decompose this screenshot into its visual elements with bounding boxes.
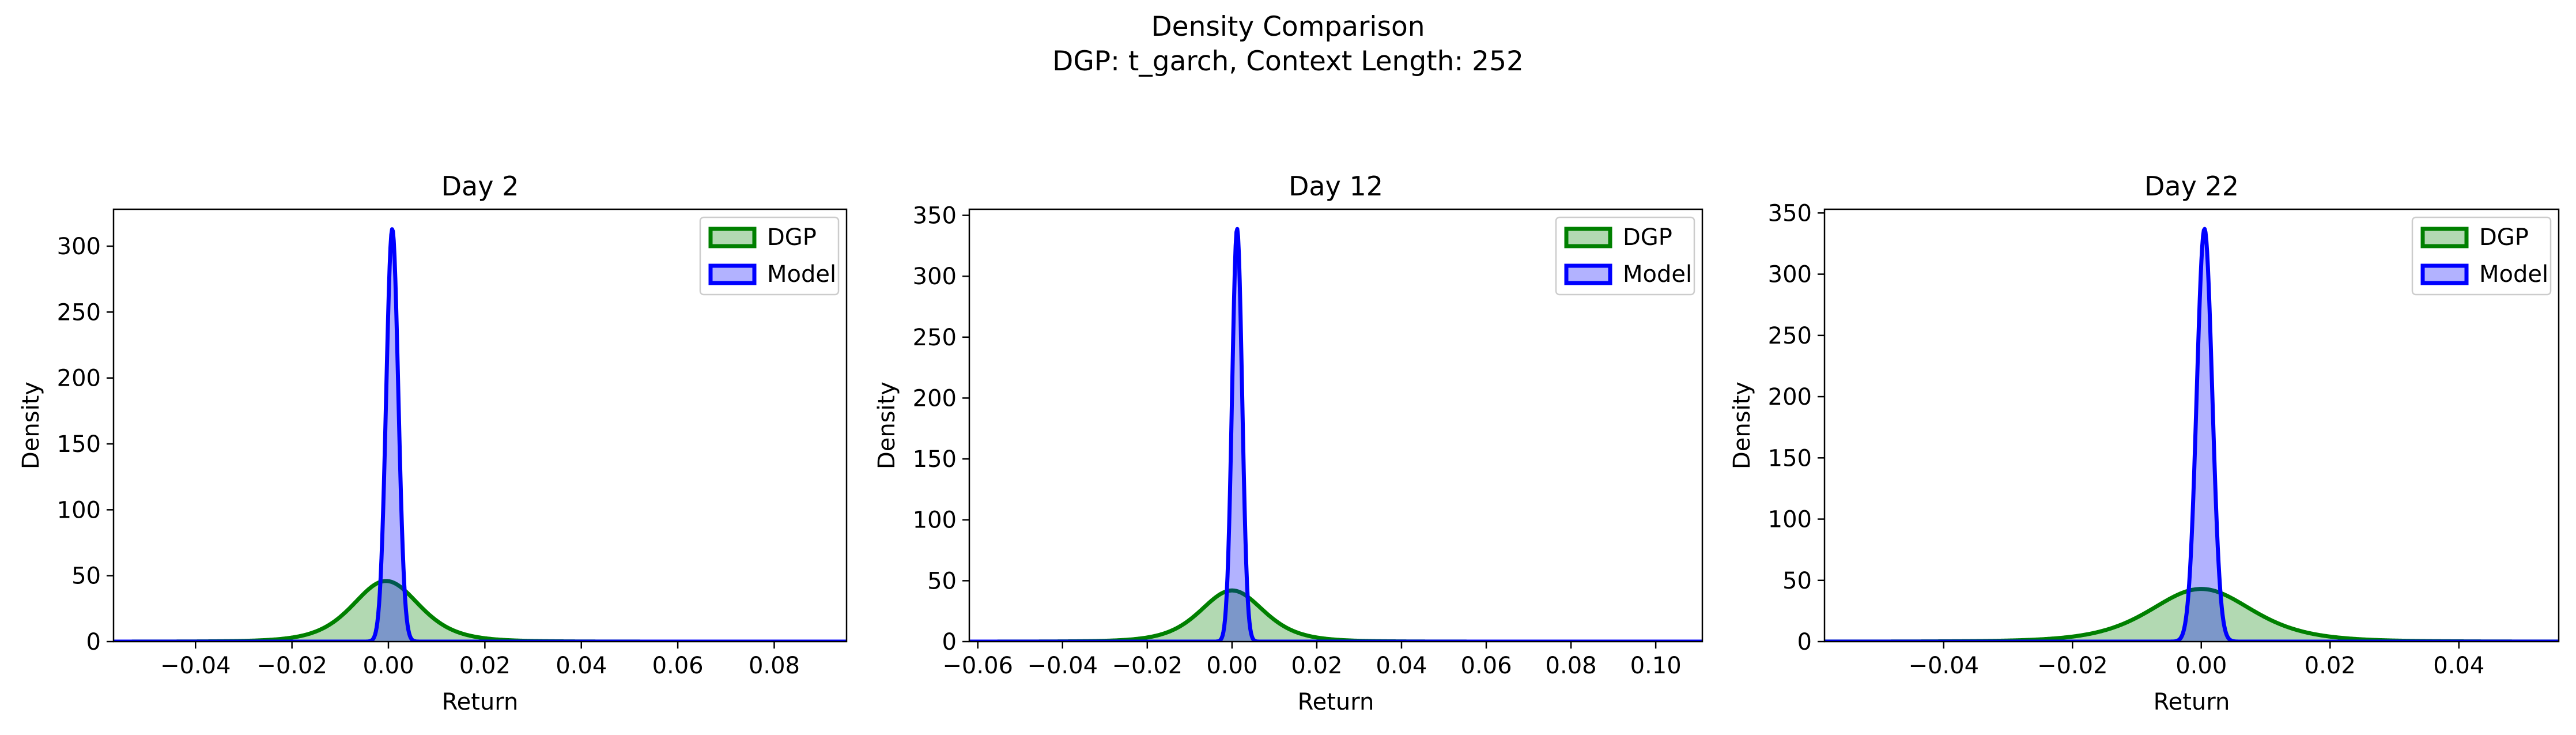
x-tick-label: −0.04 — [160, 653, 231, 679]
x-tick-label: 0.00 — [2175, 653, 2227, 679]
y-tick-label: 100 — [1768, 507, 1812, 533]
model-density-line — [1825, 227, 2559, 642]
legend-label: Model — [2479, 261, 2548, 288]
x-tick-label: −0.04 — [1027, 653, 1098, 679]
legend-swatch — [708, 227, 757, 248]
y-tick-label: 300 — [1768, 262, 1812, 288]
axes-frame — [1823, 208, 2560, 643]
legend-swatch — [1564, 227, 1612, 248]
legend-box — [2411, 216, 2552, 296]
legend-box — [1555, 216, 1695, 296]
axes-frame — [112, 208, 848, 643]
y-tick-label: 300 — [913, 263, 957, 290]
legend: DGP Model — [699, 216, 840, 296]
x-tick-label: 0.00 — [362, 653, 414, 679]
y-tick-label: 250 — [913, 325, 957, 351]
y-tick-label: 200 — [913, 385, 957, 412]
legend-label: Model — [767, 261, 836, 288]
y-tick-label: 350 — [913, 203, 957, 229]
x-tick-label: 0.08 — [1546, 653, 1597, 679]
x-tick-label: −0.04 — [1908, 653, 1979, 679]
legend: DGP Model — [2411, 216, 2552, 296]
y-tick-label: 300 — [57, 233, 101, 260]
legend-box — [699, 216, 840, 296]
x-tick-label: −0.06 — [942, 653, 1013, 679]
panel-2: −0.06 −0.04 −0.02 0.00 0.02 0.04 0.06 0.08 0.10 0… — [874, 171, 1704, 715]
y-tick-label: 150 — [913, 446, 957, 473]
x-tick-label: 0.06 — [1460, 653, 1512, 679]
figure-title-line-2: DGP: t_garch, Context Length: 252 — [1052, 46, 1524, 77]
x-tick-label: −0.02 — [1112, 653, 1183, 679]
y-tick-label: 0 — [942, 629, 957, 655]
x-tick-label: 0.02 — [2305, 653, 2356, 679]
y-axis-label: Density — [874, 382, 900, 469]
x-tick-label: 0.00 — [1206, 653, 1257, 679]
x-axis-label: Return — [2154, 689, 2230, 715]
x-tick-label: 0.04 — [1376, 653, 1427, 679]
panel-3: −0.04 −0.02 0.00 0.02 0.04 0 50 100 150 200 250 300… — [1729, 171, 2560, 715]
x-tick-label: 0.04 — [556, 653, 607, 679]
x-tick-label: −0.02 — [256, 653, 327, 679]
x-tick-label: 0.02 — [459, 653, 511, 679]
y-tick-label: 0 — [86, 629, 101, 655]
legend-swatch — [2420, 227, 2469, 248]
x-axis-label: Return — [442, 689, 519, 715]
y-tick-label: 100 — [57, 497, 101, 523]
legend-swatch — [2420, 263, 2469, 285]
panel-1: −0.04 −0.02 0.00 0.02 0.04 0.06 0.08 0 50 100 150 2… — [18, 171, 848, 715]
y-tick-label: 50 — [927, 568, 957, 594]
y-tick-label: 150 — [1768, 445, 1812, 472]
y-tick-label: 100 — [913, 507, 957, 534]
x-tick-label: −0.02 — [2037, 653, 2108, 679]
legend: DGP Model — [1555, 216, 1695, 296]
legend-swatch — [708, 263, 757, 285]
x-tick-label: 0.08 — [749, 653, 800, 679]
y-axis-label: Density — [18, 382, 44, 469]
panel-title: Day 12 — [1289, 171, 1383, 202]
x-tick-label: 0.04 — [2433, 653, 2484, 679]
y-tick-label: 0 — [1797, 629, 1812, 655]
legend-label: DGP — [767, 224, 817, 251]
y-tick-label: 200 — [57, 365, 101, 392]
x-axis-label: Return — [1298, 689, 1374, 715]
y-tick-label: 350 — [1768, 200, 1812, 227]
x-tick-label: 0.10 — [1630, 653, 1682, 679]
figure-title-line-1: Density Comparison — [1151, 11, 1425, 43]
legend-label: DGP — [1623, 224, 1672, 251]
axes-frame — [968, 208, 1704, 643]
y-tick-label: 50 — [71, 563, 101, 590]
y-tick-label: 200 — [1768, 384, 1812, 410]
x-tick-label: 0.02 — [1291, 653, 1342, 679]
y-tick-label: 250 — [1768, 323, 1812, 349]
legend-label: DGP — [2479, 224, 2529, 251]
y-tick-label: 50 — [1782, 568, 1812, 594]
panel-title: Day 2 — [441, 171, 519, 202]
panel-title: Day 22 — [2144, 171, 2239, 202]
legend-swatch — [1564, 263, 1612, 285]
x-tick-label: 0.06 — [652, 653, 704, 679]
y-tick-label: 250 — [57, 299, 101, 326]
y-axis-label: Density — [1729, 382, 1755, 469]
legend-label: Model — [1623, 261, 1692, 288]
y-tick-label: 150 — [57, 431, 101, 458]
dgp-density-fill — [1825, 589, 2559, 642]
panels-container: −0.04 −0.02 0.00 0.02 0.04 0.06 0.08 0 50 100 150 2… — [18, 171, 2560, 715]
